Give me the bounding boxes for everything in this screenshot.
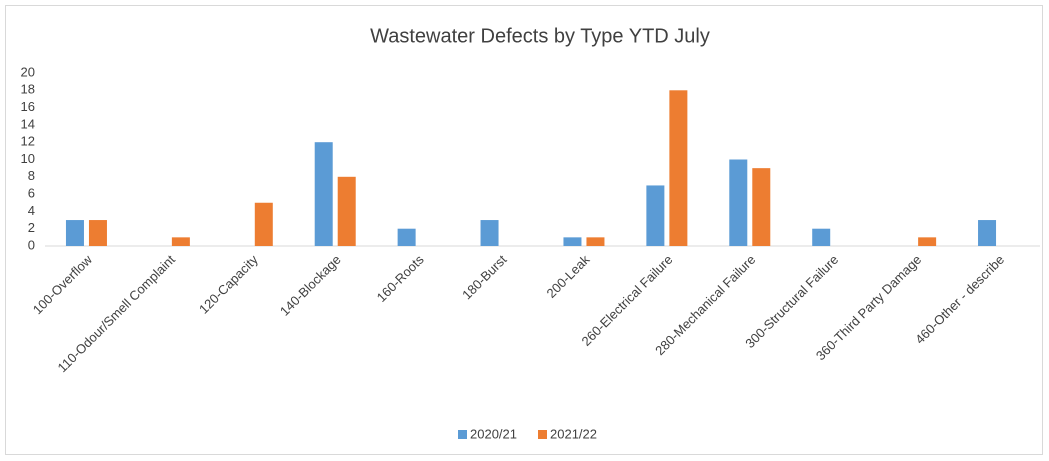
bar bbox=[586, 237, 605, 246]
y-tick-label: 20 bbox=[21, 64, 35, 79]
y-tick-label: 2 bbox=[28, 220, 35, 235]
bar bbox=[563, 237, 582, 246]
chart-title: Wastewater Defects by Type YTD July bbox=[370, 25, 710, 47]
y-tick-label: 18 bbox=[21, 82, 35, 97]
legend-label: 2021/22 bbox=[550, 426, 597, 441]
legend-label: 2020/21 bbox=[470, 426, 517, 441]
bar bbox=[752, 168, 771, 246]
legend-swatch bbox=[538, 430, 547, 439]
bar bbox=[480, 220, 499, 246]
y-tick-label: 12 bbox=[21, 134, 35, 149]
y-tick-label: 14 bbox=[21, 116, 35, 131]
y-tick-label: 0 bbox=[28, 237, 35, 252]
bar bbox=[65, 220, 84, 246]
bar bbox=[978, 220, 997, 246]
bar bbox=[729, 159, 748, 246]
y-tick-label: 10 bbox=[21, 151, 35, 166]
bar bbox=[918, 237, 937, 246]
bar bbox=[88, 220, 107, 246]
legend-swatch bbox=[458, 430, 467, 439]
bar bbox=[646, 185, 665, 246]
bar bbox=[254, 202, 273, 246]
y-tick-label: 16 bbox=[21, 99, 35, 114]
bar bbox=[397, 228, 416, 246]
bar bbox=[812, 228, 831, 246]
y-tick-label: 8 bbox=[28, 168, 35, 183]
bar bbox=[314, 142, 333, 246]
chart-border bbox=[5, 5, 1043, 455]
bar bbox=[669, 90, 688, 246]
bar bbox=[171, 237, 190, 246]
y-tick-label: 4 bbox=[28, 203, 35, 218]
y-tick-label: 6 bbox=[28, 186, 35, 201]
bar bbox=[337, 176, 356, 246]
